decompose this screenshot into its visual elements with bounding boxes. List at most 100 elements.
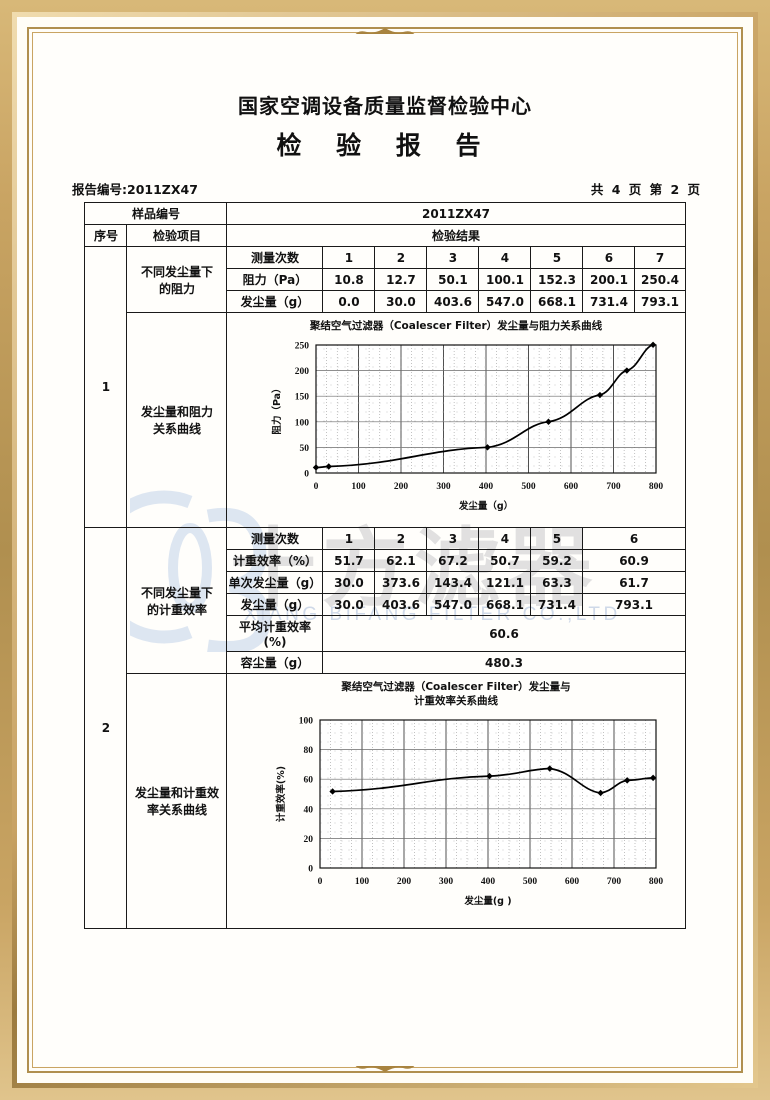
header-result: 检验结果 bbox=[226, 224, 686, 247]
item-curve-2: 发尘量和计重效 率关系曲线 bbox=[126, 673, 228, 929]
cell: 100.1 bbox=[478, 268, 532, 291]
cell: 3 bbox=[426, 527, 480, 550]
chart-2-plot: 0 100 200 300 400 500 600 700 800 0 20 40 60 80 100 发尘量… bbox=[275, 717, 664, 908]
report-number: 报告编号:2011ZX47 bbox=[72, 182, 198, 197]
table-row-resistance: 阻力（Pa） 10.8 12.7 50.1 100.1 152.3 200.1 … bbox=[85, 268, 686, 291]
cell: 62.1 bbox=[374, 549, 428, 572]
cell: 4 bbox=[478, 246, 532, 269]
cell: 3 bbox=[426, 246, 480, 269]
svg-text:300: 300 bbox=[437, 482, 452, 492]
cell: 51.7 bbox=[322, 549, 376, 572]
row-label-resistance: 阻力（Pa） bbox=[226, 268, 324, 291]
cell: 731.4 bbox=[530, 593, 584, 616]
document-content: 国家空调设备质量监督检验中心 检 验 报 告 报告编号:2011ZX47 共 4… bbox=[34, 34, 736, 1066]
header-seq: 序号 bbox=[84, 224, 128, 247]
header-item: 检验项目 bbox=[126, 224, 228, 247]
cell: 547.0 bbox=[478, 290, 532, 313]
cell: 67.2 bbox=[426, 549, 480, 572]
row-label-efficiency: 计重效率（%） bbox=[226, 549, 324, 572]
avg-efficiency-value: 60.6 bbox=[322, 615, 686, 652]
svg-text:阻力（Pa）: 阻力（Pa） bbox=[271, 383, 283, 434]
cell: 1 bbox=[322, 527, 376, 550]
svg-text:100: 100 bbox=[295, 418, 310, 428]
cell: 61.7 bbox=[582, 571, 686, 594]
cell: 6 bbox=[582, 246, 636, 269]
cell: 50.1 bbox=[426, 268, 480, 291]
svg-text:500: 500 bbox=[523, 877, 538, 887]
cell: 2 bbox=[374, 246, 428, 269]
svg-text:700: 700 bbox=[607, 877, 622, 887]
table-row-count-2: 2 不同发尘量下 的计重效率 测量次数 1 2 3 4 5 6 bbox=[84, 527, 686, 929]
cell: 50.7 bbox=[478, 549, 532, 572]
svg-text:500: 500 bbox=[522, 482, 537, 492]
svg-text:0: 0 bbox=[318, 877, 323, 887]
table-row-count-1: 1 不同发尘量下 的阻力 测量次数 1 2 3 4 5 6 7 bbox=[84, 246, 686, 528]
cell: 152.3 bbox=[530, 268, 584, 291]
page-title: 检 验 报 告 bbox=[276, 131, 494, 160]
row-label-count-2: 测量次数 bbox=[226, 527, 324, 550]
cell: 403.6 bbox=[426, 290, 480, 313]
cell: 7 bbox=[634, 246, 686, 269]
chart-2: 聚结空气过滤器（Coalescer Filter）发尘量与 计重效率关系曲线 0 1… bbox=[228, 676, 683, 926]
cell: 30.0 bbox=[374, 290, 428, 313]
cell: 793.1 bbox=[582, 593, 686, 616]
svg-text:20: 20 bbox=[304, 835, 314, 845]
cell: 1 bbox=[322, 246, 376, 269]
svg-text:800: 800 bbox=[649, 877, 664, 887]
row-label-dust-1: 发尘量（g） bbox=[226, 290, 324, 313]
paper-surface: 十方滤器 XIANG BIFANG FILTER CO.,LTD 国家空调设备质… bbox=[34, 34, 736, 1066]
cell: 6 bbox=[582, 527, 686, 550]
item-resistance: 不同发尘量下 的阻力 bbox=[126, 246, 228, 313]
chart-1: 聚结空气过滤器（Coalescer Filter）发尘量与阻力关系曲线 0 100… bbox=[228, 315, 683, 525]
table-row-headers: 序号 检验项目 检验结果 bbox=[84, 224, 686, 247]
svg-text:250: 250 bbox=[295, 342, 310, 352]
svg-text:100: 100 bbox=[299, 717, 314, 727]
svg-text:计重效率(%): 计重效率(%) bbox=[275, 766, 287, 822]
svg-text:0: 0 bbox=[305, 470, 310, 480]
cell: 668.1 bbox=[478, 593, 532, 616]
svg-text:50: 50 bbox=[300, 444, 310, 454]
cell: 30.0 bbox=[322, 593, 376, 616]
svg-text:400: 400 bbox=[479, 482, 494, 492]
svg-text:0: 0 bbox=[309, 865, 314, 875]
cell: 668.1 bbox=[530, 290, 584, 313]
svg-text:发尘量（g）: 发尘量（g） bbox=[458, 500, 513, 512]
issuing-center-name: 国家空调设备质量监督检验中心 bbox=[238, 94, 532, 118]
svg-text:300: 300 bbox=[439, 877, 454, 887]
cell: 373.6 bbox=[374, 571, 428, 594]
svg-text:600: 600 bbox=[565, 877, 580, 887]
chart-2-title: 聚结空气过滤器（Coalescer Filter）发尘量与 计重效率关系曲线 bbox=[341, 681, 571, 708]
item-curve-1: 发尘量和阻力 关系曲线 bbox=[126, 312, 228, 528]
table-row-chart-2: 发尘量和计重效 率关系曲线 聚结空气过滤器（Coalescer Filter）发尘… bbox=[85, 673, 686, 929]
cell: 30.0 bbox=[322, 571, 376, 594]
table-row-dust-1: 发尘量（g） 0.0 30.0 403.6 547.0 668.1 731.4 … bbox=[85, 290, 686, 313]
chart-1-title: 聚结空气过滤器（Coalescer Filter）发尘量与阻力关系曲线 bbox=[309, 320, 603, 332]
seq-2: 2 bbox=[84, 527, 128, 929]
cell: 793.1 bbox=[634, 290, 686, 313]
report-meta-row: 报告编号:2011ZX47 共 4 页 第 2 页 bbox=[72, 179, 702, 198]
svg-text:200: 200 bbox=[295, 367, 310, 377]
cell: 4 bbox=[478, 527, 532, 550]
svg-text:60: 60 bbox=[304, 776, 314, 786]
page-indicator: 共 4 页 第 2 页 bbox=[590, 182, 702, 197]
cell: 12.7 bbox=[374, 268, 428, 291]
sample-label: 样品编号 bbox=[84, 202, 228, 225]
cell: 63.3 bbox=[530, 571, 584, 594]
dust-capacity-value: 480.3 bbox=[322, 651, 686, 674]
table-row-sample: 样品编号 2011ZX47 bbox=[84, 202, 686, 225]
cell: 143.4 bbox=[426, 571, 480, 594]
cell: 5 bbox=[530, 527, 584, 550]
table-row-chart-1: 发尘量和阻力 关系曲线 聚结空气过滤器（Coalescer Filter）发尘量与… bbox=[85, 312, 686, 528]
svg-text:200: 200 bbox=[397, 877, 412, 887]
row-label-dust-capacity: 容尘量（g） bbox=[226, 651, 324, 674]
svg-text:400: 400 bbox=[481, 877, 496, 887]
row-label-avg-efficiency: 平均计重效率(%) bbox=[226, 615, 324, 652]
svg-text:100: 100 bbox=[355, 877, 370, 887]
row-label-dust-2: 发尘量（g） bbox=[226, 593, 324, 616]
sample-value: 2011ZX47 bbox=[226, 202, 686, 225]
item-efficiency: 不同发尘量下 的计重效率 bbox=[126, 527, 228, 674]
cell: 59.2 bbox=[530, 549, 584, 572]
table-row-avg-efficiency: 平均计重效率(%) 60.6 bbox=[85, 615, 686, 652]
cell: 200.1 bbox=[582, 268, 636, 291]
